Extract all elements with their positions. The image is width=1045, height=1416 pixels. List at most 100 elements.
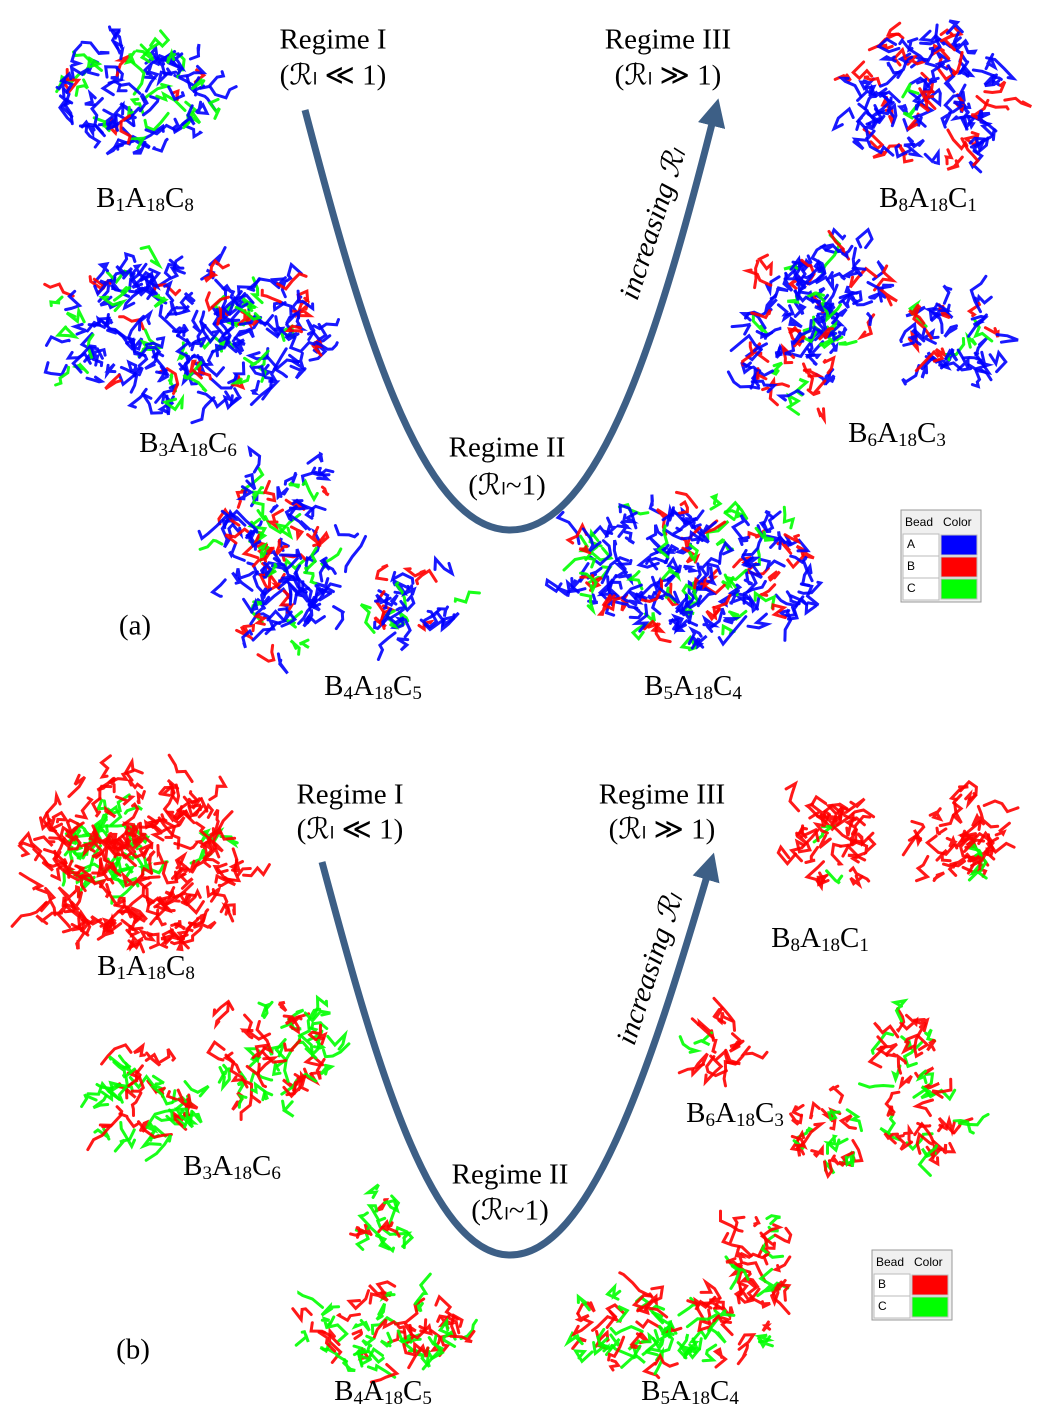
legend-bead: B <box>907 559 915 573</box>
chain <box>747 270 771 285</box>
system-label: B3A18C6 <box>183 1150 281 1185</box>
chain <box>711 496 720 510</box>
chain <box>45 363 66 375</box>
chain <box>270 505 278 513</box>
chain <box>944 286 951 304</box>
chain <box>20 873 41 889</box>
chain <box>374 1320 394 1337</box>
chain <box>129 780 142 788</box>
chain <box>299 1293 323 1307</box>
chain <box>265 481 275 500</box>
chain <box>251 366 264 375</box>
chain <box>141 247 159 266</box>
chain <box>210 99 220 118</box>
chain <box>630 607 641 617</box>
chain <box>215 864 227 873</box>
chain <box>322 1319 330 1327</box>
chain <box>574 1320 591 1334</box>
legend-bead: C <box>878 1299 887 1313</box>
chain <box>283 1101 294 1116</box>
chain <box>161 1049 175 1062</box>
chain <box>870 294 880 299</box>
system-label: B8A18C1 <box>771 922 869 957</box>
chain <box>134 1046 145 1056</box>
chain <box>47 337 70 346</box>
chain <box>288 326 302 332</box>
chain <box>107 318 113 326</box>
chain <box>239 1096 246 1107</box>
chain <box>250 449 260 472</box>
chain <box>291 337 315 351</box>
chain <box>684 566 695 571</box>
chain <box>349 1291 368 1309</box>
chain <box>1005 98 1032 106</box>
chain <box>346 537 366 572</box>
chain <box>564 558 595 571</box>
legend-swatch <box>941 579 977 599</box>
chain <box>945 326 957 337</box>
chain <box>93 1096 107 1108</box>
chain <box>790 319 802 327</box>
chain <box>763 1322 770 1331</box>
chain <box>229 544 244 560</box>
chain <box>75 324 85 334</box>
regime-condition: (ℛₗ~1) <box>468 470 545 502</box>
chain <box>153 1076 164 1084</box>
regime-condition: (ℛₗ~1) <box>471 1195 548 1227</box>
chain <box>905 1129 912 1143</box>
chain <box>744 1047 767 1058</box>
chain <box>854 138 867 149</box>
chain <box>155 846 163 864</box>
chain <box>213 580 226 596</box>
chain <box>215 810 219 832</box>
system-label: B3A18C6 <box>139 427 237 462</box>
chain <box>818 409 824 420</box>
legend-swatch <box>912 1297 948 1317</box>
chain <box>736 1247 742 1263</box>
chain <box>830 1086 843 1102</box>
chain <box>547 580 562 591</box>
legend-header: Bead <box>905 515 933 529</box>
chain <box>810 1104 819 1119</box>
chain <box>120 254 135 269</box>
chain <box>314 320 339 329</box>
chain <box>344 1360 356 1371</box>
chain <box>958 350 968 370</box>
chain <box>625 532 634 543</box>
chain <box>945 1143 954 1152</box>
chain <box>966 794 976 804</box>
chain <box>971 276 986 311</box>
chain <box>307 320 314 340</box>
panel-label: (b) <box>116 1334 150 1366</box>
chain <box>12 902 46 926</box>
chain <box>105 375 120 389</box>
chain <box>834 109 853 129</box>
chain <box>829 1111 839 1120</box>
regime-condition: (ℛₗ ≫ 1) <box>609 814 716 846</box>
chain <box>385 1201 398 1211</box>
chain <box>831 342 837 353</box>
chain <box>788 396 798 415</box>
regime-name: Regime I <box>296 779 403 811</box>
chain <box>917 857 928 881</box>
chain <box>198 392 225 407</box>
chain <box>853 248 865 269</box>
chain <box>328 1035 345 1050</box>
chain <box>353 1331 361 1339</box>
legend-swatch <box>941 557 977 577</box>
chain <box>67 311 84 322</box>
chain <box>363 1336 374 1346</box>
chain <box>335 526 357 537</box>
chain <box>618 522 628 537</box>
chain <box>842 78 861 96</box>
chain <box>285 1041 300 1051</box>
chain <box>725 619 736 624</box>
chain <box>304 617 325 627</box>
regime-name: Regime III <box>599 779 725 811</box>
chain <box>278 487 288 498</box>
chain <box>839 342 856 345</box>
chain <box>886 1092 899 1112</box>
chain <box>581 594 593 610</box>
chain <box>857 230 872 248</box>
chain <box>237 568 254 578</box>
